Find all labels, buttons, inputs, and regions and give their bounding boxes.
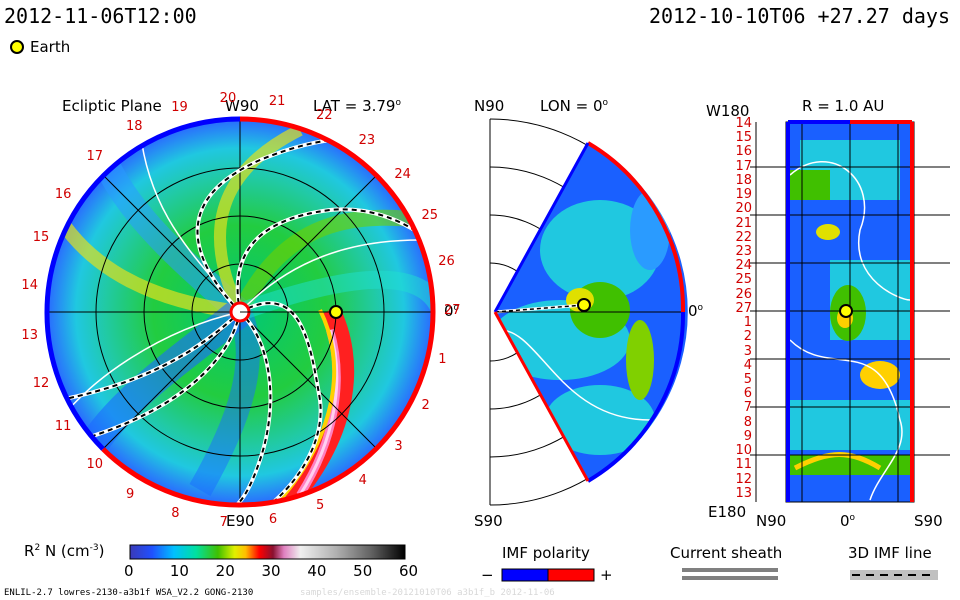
radial-bottom-left-label: E180 <box>708 503 747 521</box>
colorbar-tick: 0 <box>124 562 134 580</box>
radial-row-label: 25 <box>735 272 752 288</box>
radial-row-label: 14 <box>735 116 752 131</box>
earth-label: Earth <box>30 38 71 56</box>
current-time: 2012-11-06T12:00 <box>4 4 197 28</box>
sector-label: 17 <box>86 148 104 164</box>
radial-panel-plot <box>750 120 950 503</box>
colorbar-tick: 30 <box>261 562 281 580</box>
radial-row-label: 7 <box>743 400 752 416</box>
sector-label: 6 <box>268 511 278 527</box>
radial-row-label: 27 <box>735 300 752 316</box>
radial-row-label: 10 <box>735 443 752 459</box>
radial-row-label: 11 <box>735 457 752 473</box>
colorbar-tick: 10 <box>169 562 189 580</box>
sector-label: 21 <box>268 94 286 110</box>
sector-label: 18 <box>126 119 143 135</box>
radial-row-label: 24 <box>735 258 752 274</box>
sector-label: 23 <box>358 132 376 148</box>
radial-row-label: 4 <box>743 357 752 373</box>
sector-label: 26 <box>438 254 455 270</box>
radial-row-label: 5 <box>743 372 752 387</box>
radial-row-label: 9 <box>743 428 752 444</box>
sector-label: 24 <box>394 166 411 182</box>
sector-label: 12 <box>32 375 50 391</box>
sector-label: 9 <box>126 486 135 502</box>
imf-line-title: 3D IMF line <box>848 544 932 562</box>
ecliptic-lat-text: LAT = 3.79o <box>313 97 401 115</box>
sector-label: 16 <box>54 186 72 202</box>
ecliptic-title: Ecliptic Plane <box>62 97 162 115</box>
radial-row-label: 26 <box>735 286 752 302</box>
radial-row-label: 3 <box>743 343 752 359</box>
radial-row-label: 22 <box>735 229 752 245</box>
sector-label: 3 <box>394 439 403 455</box>
ecliptic-right-label: 0o <box>444 302 460 320</box>
sector-label: 19 <box>171 99 188 115</box>
meridional-right-label: 0o <box>688 302 704 320</box>
current-sheath-title: Current sheath <box>670 544 783 562</box>
ecliptic-top-label: W90 <box>225 97 259 115</box>
sector-label: 14 <box>21 278 38 294</box>
radial-bottom-s90: S90 <box>914 512 943 530</box>
sector-label: 20 <box>219 91 237 107</box>
sector-label: 10 <box>86 457 104 473</box>
sector-label: 2 <box>421 398 430 414</box>
earth-ecliptic-icon <box>329 305 343 319</box>
colorbar-tick: 50 <box>353 562 373 580</box>
radial-row-label: 15 <box>735 130 752 146</box>
meridional-plane-plot <box>489 118 688 506</box>
radial-row-label: 2 <box>743 329 752 345</box>
sector-label: 5 <box>315 497 325 513</box>
model-run-time: 2012-10-10T06 +27.27 days <box>648 4 950 28</box>
radial-row-label: 16 <box>735 144 752 160</box>
radial-row-label: 12 <box>735 471 752 487</box>
radial-row-label: 1 <box>743 315 752 331</box>
sector-label: 27 <box>444 303 461 318</box>
model-footer-faint: samples/ensemble-20121010T06 a3b1f_b 201… <box>300 588 555 598</box>
radial-bottom-zero: 0o <box>840 512 856 530</box>
sector-label: 7 <box>219 514 228 530</box>
sector-label: 8 <box>171 506 180 522</box>
radial-row-label: 18 <box>735 172 752 188</box>
meridional-top-label: N90 <box>474 97 505 115</box>
sector-label: 13 <box>21 327 38 343</box>
imf-polarity-title: IMF polarity <box>502 544 590 562</box>
sector-label: 25 <box>421 207 438 223</box>
imf-plus-label: + <box>600 566 613 584</box>
sector-label: 11 <box>54 419 72 435</box>
colorbar-label: R2 N (cm-3) <box>24 542 105 560</box>
sector-label: 1 <box>438 351 447 367</box>
radial-row-label: 17 <box>735 158 752 174</box>
earth-radial-icon <box>839 304 853 318</box>
radial-bottom-n90: N90 <box>756 512 787 530</box>
radial-row-label: 19 <box>735 187 752 203</box>
colorbar-tick: 20 <box>215 562 235 580</box>
meridional-lon-text: LON = 0o <box>540 97 609 115</box>
sector-label: 15 <box>32 230 50 246</box>
colorbar-tick: 40 <box>307 562 327 580</box>
earth-marker-icon <box>10 40 24 54</box>
radial-row-label: 23 <box>735 244 752 259</box>
radial-title: R = 1.0 AU <box>802 97 885 115</box>
earth-meridional-icon <box>577 298 591 312</box>
radial-top-left-label: W180 <box>706 102 750 120</box>
radial-row-label: 20 <box>735 201 752 217</box>
model-footer: ENLIL-2.7 lowres-2130-a3b1f WSA_V2.2 GON… <box>4 588 254 598</box>
density-colorbar <box>129 544 406 560</box>
sector-label: 22 <box>315 108 333 124</box>
colorbar-tick: 60 <box>399 562 419 580</box>
ecliptic-plane-plot <box>44 116 436 508</box>
radial-row-label: 6 <box>743 386 752 402</box>
imf-minus-label: − <box>481 566 494 584</box>
radial-row-label: 8 <box>743 414 752 430</box>
sector-label: 4 <box>358 473 367 489</box>
radial-row-label: 21 <box>735 215 752 231</box>
ecliptic-bottom-label: E90 <box>226 512 255 530</box>
meridional-bottom-label: S90 <box>474 512 503 530</box>
radial-row-label: 13 <box>735 485 752 501</box>
